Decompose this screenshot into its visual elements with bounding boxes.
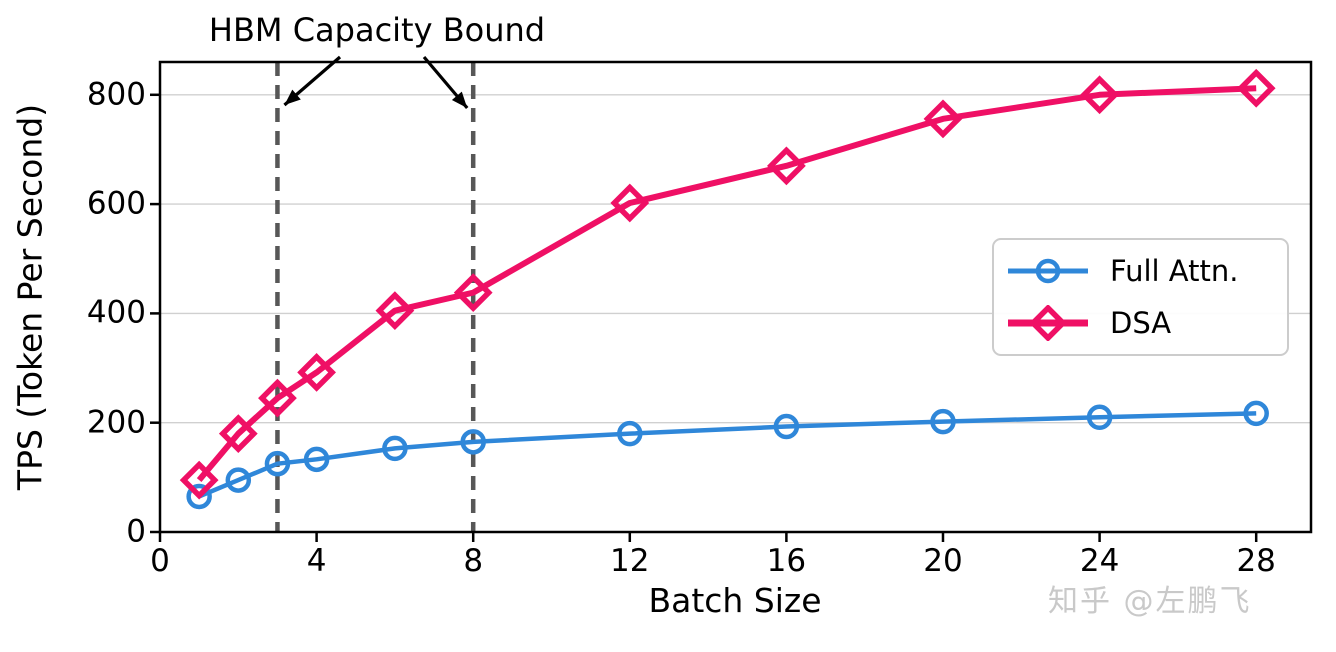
y-tick-label: 800 — [86, 76, 146, 113]
marker-diamond — [218, 414, 258, 454]
legend-item-dsa: DSA — [1006, 300, 1275, 346]
x-tick-label: 28 — [1236, 543, 1276, 579]
marker-circle — [264, 450, 291, 477]
x-tick-label: 12 — [610, 543, 650, 579]
legend: Full Attn. DSA — [992, 238, 1289, 356]
marker-circle — [382, 435, 408, 462]
marker-circle — [303, 446, 330, 473]
x-axis-label: Batch Size — [648, 581, 822, 620]
marker-circle — [186, 483, 212, 510]
series-line-dsa — [196, 85, 1257, 483]
marker-circle — [460, 429, 486, 455]
marker-circle — [225, 467, 252, 493]
x-tick-label: 4 — [306, 543, 327, 579]
legend-label-dsa: DSA — [1110, 306, 1172, 340]
x-tick-label: 20 — [923, 543, 963, 579]
marker-circle — [1086, 404, 1113, 430]
marker-diamond — [610, 183, 650, 223]
marker-diamond — [179, 460, 219, 500]
y-tick-label: 400 — [86, 294, 146, 331]
series-line-full-attn- — [198, 411, 1257, 499]
plot-border — [158, 60, 1313, 534]
y-tick-label: 200 — [86, 404, 146, 441]
annotation-arrowhead-icon — [284, 89, 301, 105]
marker-circle — [617, 420, 643, 447]
marker-diamond — [1236, 68, 1276, 108]
x-tick-label: 16 — [766, 543, 807, 579]
marker-circle — [1243, 400, 1269, 427]
annotation-hbm-capacity-bound: HBM Capacity Bound — [208, 11, 546, 49]
annotation-arrowhead-icon — [451, 91, 468, 108]
marker-circle — [773, 413, 800, 440]
x-tick-label: 24 — [1079, 543, 1120, 579]
legend-label-full-attn: Full Attn. — [1110, 254, 1239, 288]
x-tick-label: 0 — [150, 543, 170, 579]
marker-diamond — [1080, 75, 1119, 115]
watermark: 知乎 @左鹏飞 — [1048, 584, 1252, 619]
y-tick-label: 0 — [126, 513, 146, 550]
marker-diamond — [297, 353, 336, 392]
legend-marker-circle-icon — [1008, 258, 1088, 284]
legend-item-full-attn: Full Attn. — [1006, 248, 1275, 294]
legend-marker-diamond-icon — [1008, 305, 1088, 341]
marker-diamond — [258, 378, 297, 418]
marker-diamond — [453, 273, 493, 313]
y-tick-label: 600 — [86, 185, 146, 222]
marker-diamond — [375, 291, 415, 331]
marker-circle — [930, 408, 956, 435]
marker-diamond — [767, 146, 806, 186]
x-tick-label: 8 — [463, 543, 484, 579]
marker-diamond — [923, 99, 963, 139]
